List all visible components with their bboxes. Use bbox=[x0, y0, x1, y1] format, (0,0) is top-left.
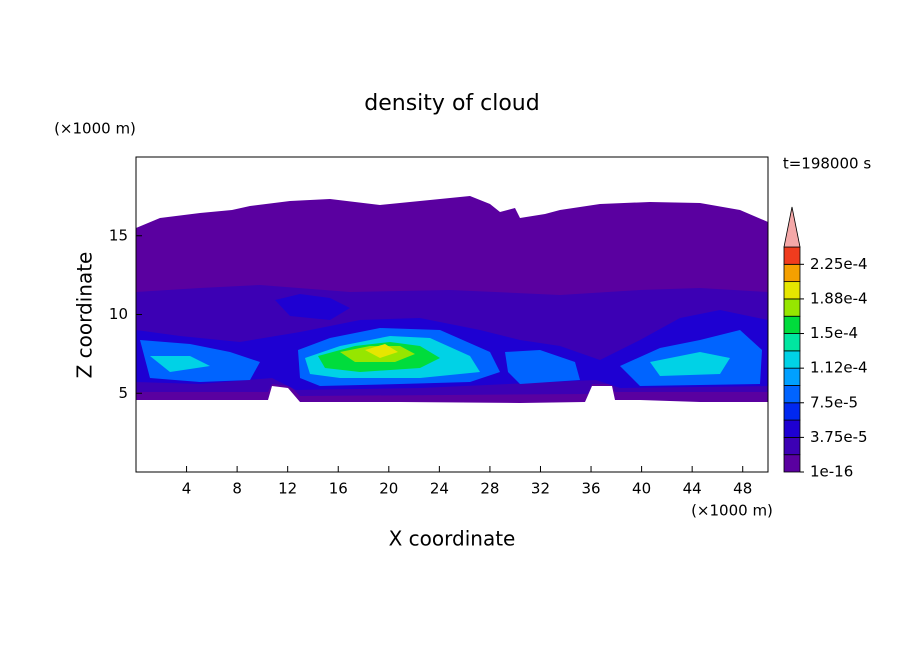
colorbar-tick-label: 7.5e-5 bbox=[810, 393, 858, 411]
x-tick-label: 32 bbox=[531, 480, 550, 498]
x-tick-label: 8 bbox=[232, 480, 242, 498]
colorbar-box bbox=[783, 436, 801, 456]
colorbar-box bbox=[783, 281, 801, 300]
x-tick-label: 24 bbox=[430, 480, 449, 498]
x-tick-label: 16 bbox=[329, 480, 348, 498]
contour-field bbox=[136, 196, 768, 403]
cloud-region bbox=[150, 336, 730, 378]
x-unit: (×1000 m) bbox=[691, 502, 773, 520]
y-axis-label: Z coordinate bbox=[73, 252, 97, 379]
colorbar-box bbox=[783, 367, 801, 386]
chart-title: density of cloud bbox=[364, 91, 539, 116]
y-tick-label: 15 bbox=[109, 226, 128, 244]
colorbar-box bbox=[783, 419, 801, 438]
time-label: t=198000 s bbox=[783, 155, 871, 173]
colorbar-tick-label: 1.12e-4 bbox=[810, 359, 868, 377]
colorbar-box bbox=[783, 385, 801, 404]
colorbar-box bbox=[783, 246, 801, 265]
colorbar-tick-label: 3.75e-5 bbox=[810, 428, 868, 446]
x-tick-label: 36 bbox=[581, 480, 600, 498]
colorbar-box bbox=[783, 350, 801, 369]
colorbar-extend bbox=[783, 206, 801, 248]
colorbar-tick-label: 1.5e-4 bbox=[810, 324, 858, 342]
x-tick-label: 12 bbox=[278, 480, 297, 498]
x-tick-label: 48 bbox=[733, 480, 752, 498]
y-unit: (×1000 m) bbox=[54, 120, 136, 138]
x-tick-label: 28 bbox=[480, 480, 499, 498]
colorbar-tick-label: 1e-16 bbox=[810, 463, 853, 481]
x-axis-label: X coordinate bbox=[389, 527, 516, 551]
x-tick-label: 20 bbox=[379, 480, 398, 498]
x-tick-label: 44 bbox=[683, 480, 702, 498]
y-tick-label: 10 bbox=[109, 305, 128, 323]
colorbar-box bbox=[783, 402, 801, 421]
colorbar-box bbox=[783, 333, 801, 352]
colorbar-tick-label: 1.88e-4 bbox=[810, 289, 868, 307]
cloud-region bbox=[365, 344, 398, 358]
x-tick-label: 40 bbox=[632, 480, 651, 498]
x-tick-label: 4 bbox=[182, 480, 192, 498]
colorbar-box bbox=[783, 454, 801, 473]
colorbar-tick-label: 2.25e-4 bbox=[810, 255, 868, 273]
colorbar-box bbox=[783, 298, 801, 317]
colorbar-box bbox=[783, 263, 801, 283]
y-tick-label: 5 bbox=[118, 384, 128, 402]
colorbar-box bbox=[783, 315, 801, 334]
